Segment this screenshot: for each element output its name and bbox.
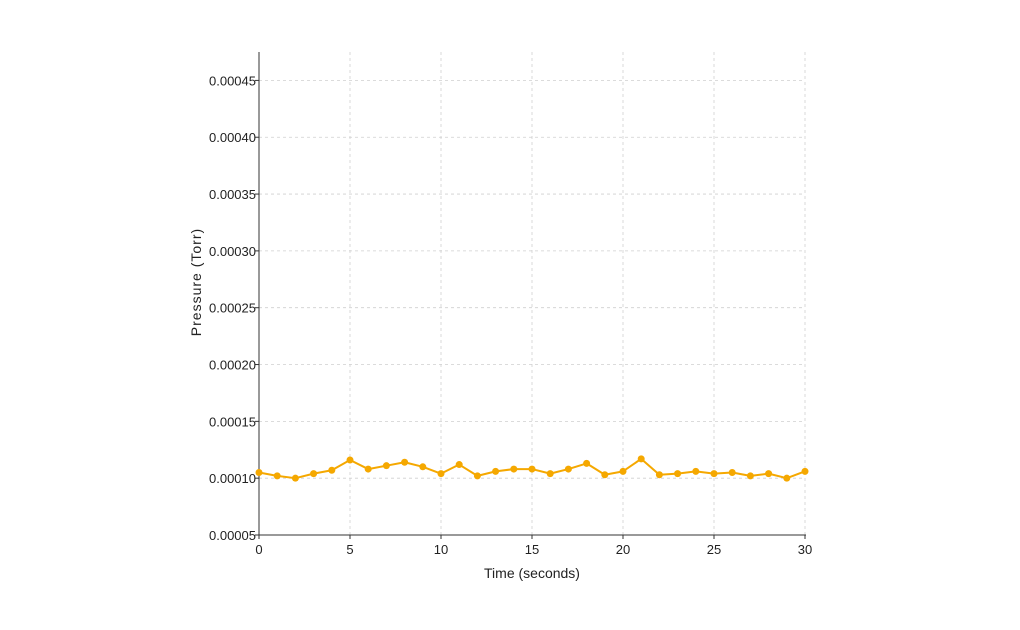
y-tick-label: 0.00025 [209,301,256,316]
x-ticks: 0 5 10 15 20 25 30 [255,535,812,557]
x-tick-label: 20 [616,542,630,557]
data-point [382,462,390,470]
y-tick-label: 0.00015 [209,414,256,429]
data-point [492,467,500,475]
y-axis-title: Pressure (Torr) [188,228,204,336]
data-point [291,474,299,482]
x-tick-label: 30 [798,542,812,557]
data-point [765,470,773,478]
data-point [455,461,463,469]
data-point [255,468,263,476]
y-ticks: 0.00005 0.00010 0.00015 0.00020 0.00025 0.000… [209,73,259,543]
data-point [583,459,591,467]
data-point [746,472,754,480]
data-point [783,474,791,482]
data-point [364,465,372,473]
x-tick-label: 25 [707,542,721,557]
x-tick-label: 0 [255,542,262,557]
data-point [310,470,318,478]
data-point [510,465,518,473]
data-point [728,468,736,476]
x-axis-title: Time (seconds) [484,565,580,581]
data-point [473,472,481,480]
chart-series [255,455,809,482]
data-point [328,466,336,474]
data-point [346,456,354,464]
data-point [419,463,427,471]
y-tick-label: 0.00020 [209,358,256,373]
x-tick-label: 15 [525,542,539,557]
data-point [437,470,445,478]
y-tick-label: 0.00010 [209,471,256,486]
data-point [273,472,281,480]
chart-axes [258,52,806,536]
data-point [674,470,682,478]
data-point [692,467,700,475]
y-tick-label: 0.00040 [209,130,256,145]
y-tick-label: 0.00035 [209,187,256,202]
data-point [528,465,536,473]
data-point [655,471,663,479]
x-tick-label: 5 [346,542,353,557]
y-tick-label: 0.00030 [209,244,256,259]
x-tick-label: 10 [434,542,448,557]
data-point [564,465,572,473]
data-point [637,455,645,463]
data-point [401,458,409,466]
y-tick-label: 0.00005 [209,528,256,543]
data-point [601,471,609,479]
y-tick-label: 0.00045 [209,73,256,88]
data-point [619,467,627,475]
data-point [710,470,718,478]
data-point [546,470,554,478]
chart-grid [259,52,806,535]
data-point [801,467,809,475]
